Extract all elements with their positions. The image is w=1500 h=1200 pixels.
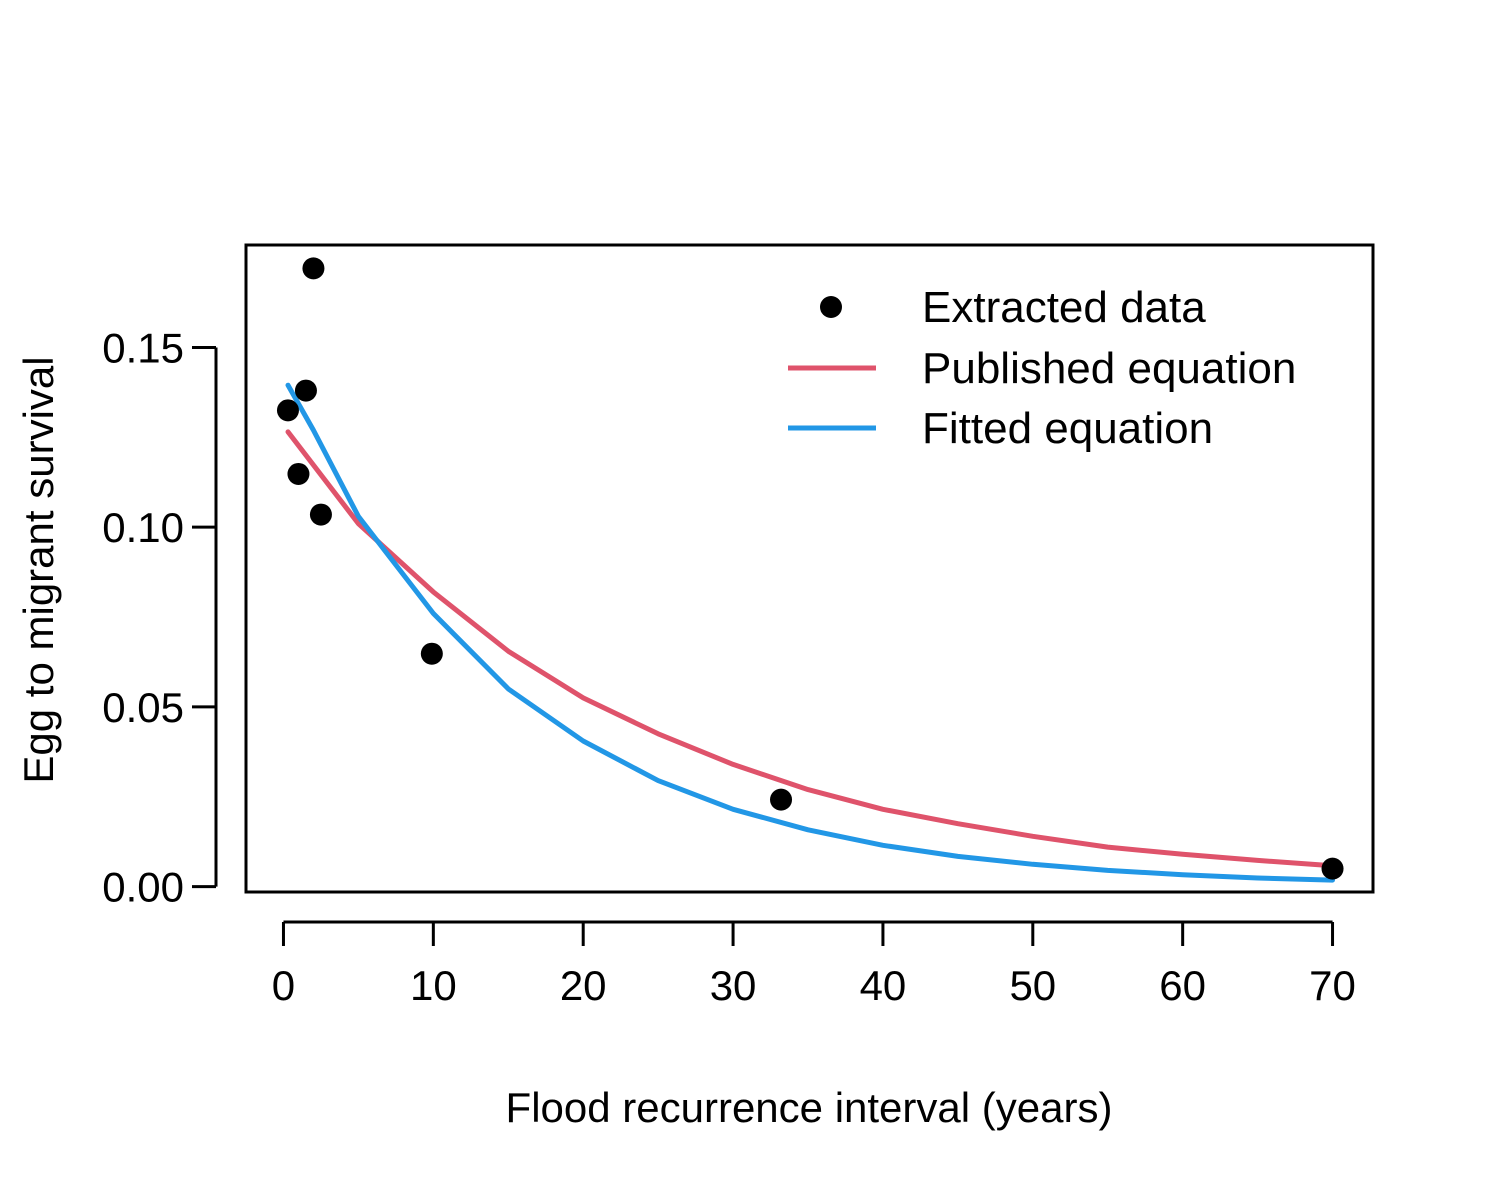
y-axis-title: Egg to migrant survival: [15, 356, 62, 783]
x-tick-label: 30: [710, 962, 757, 1009]
data-point: [287, 462, 310, 485]
y-tick-label: 0.10: [102, 504, 184, 551]
legend-label: Extracted data: [922, 283, 1206, 332]
x-axis-title: Flood recurrence interval (years): [506, 1084, 1113, 1131]
series-line-fitted-equation: [285, 382, 1335, 883]
data-point: [1321, 857, 1344, 880]
y-tick-label: 0.05: [102, 684, 184, 731]
series-points: [276, 257, 1344, 880]
data-point: [420, 642, 443, 665]
legend-label: Published equation: [922, 344, 1296, 393]
data-point: [770, 788, 793, 811]
legend-label: Fitted equation: [922, 404, 1213, 453]
series-lines: [285, 382, 1335, 883]
legend-marker-point: [820, 296, 842, 318]
series-line-published-equation: [285, 429, 1335, 869]
x-tick-label: 60: [1159, 962, 1206, 1009]
x-tick-label: 70: [1309, 962, 1356, 1009]
y-tick-label: 0.15: [102, 324, 184, 371]
plot-frame: [244, 243, 1375, 894]
x-tick-label: 0: [272, 962, 295, 1009]
legend: Extracted data Published equation Fitted e…: [788, 283, 1296, 453]
x-tick-label: 40: [860, 962, 907, 1009]
x-tick-label: 50: [1009, 962, 1056, 1009]
data-point: [302, 257, 325, 280]
x-tick-label: 10: [410, 962, 457, 1009]
data-point: [276, 399, 299, 422]
y-axis: 0.00 0.05 0.10 0.15: [102, 324, 218, 911]
y-tick-label: 0.00: [102, 864, 184, 911]
data-point: [294, 379, 317, 402]
data-point: [309, 503, 332, 526]
x-axis: 0 10 20 30 40 50 60 70: [272, 920, 1356, 1009]
x-tick-label: 20: [560, 962, 607, 1009]
